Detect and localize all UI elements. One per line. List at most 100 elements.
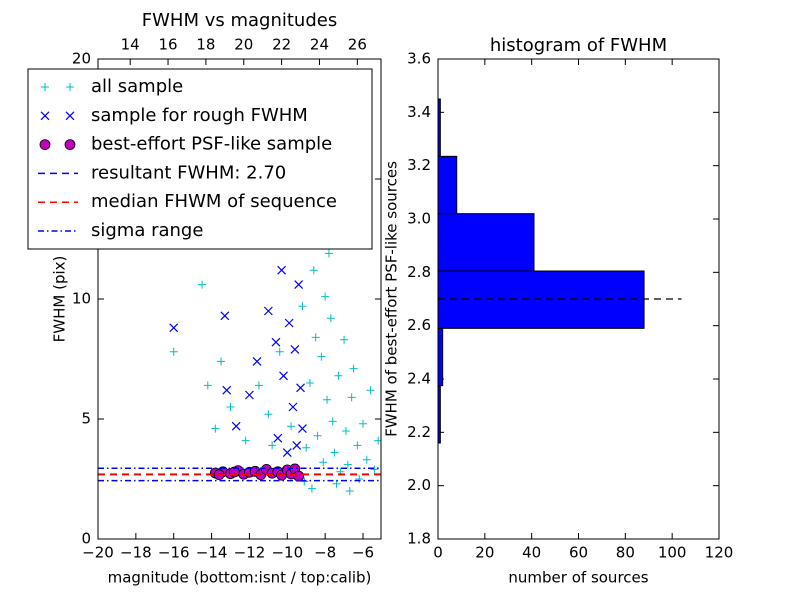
x2-tick-label: 14 [121,36,140,54]
x-marker [271,337,281,347]
plus-marker [268,441,277,450]
plus-marker [366,386,375,395]
plus-marker [362,455,371,464]
plus-marker [323,395,332,404]
y-tick-label: 2.4 [407,370,431,388]
y-axis-label: FWHM (pix) [51,256,69,343]
y-tick-label: 20 [72,50,91,68]
plus-marker [340,335,349,344]
x-tick-label: −12 [234,544,266,562]
plus-marker [353,441,362,450]
x-marker [294,280,304,290]
x-marker [277,265,287,275]
x-tick-label: −8 [314,544,336,562]
x-tick-label: 120 [705,544,734,562]
x-tick-label: −6 [352,544,374,562]
plus-marker [226,403,235,411]
x-marker [298,424,307,434]
axes-frame [437,58,720,540]
y-tick-label: 2.2 [407,423,431,441]
plus-marker [198,280,207,289]
y-tick-label: 1.8 [407,530,431,548]
x-marker [222,385,232,395]
y-tick-label: 2.8 [407,263,431,281]
x-marker [296,383,305,393]
legend-label: sample for rough FWHM [91,105,308,126]
x-marker [279,371,288,381]
x-marker [169,323,179,333]
plus-marker [311,333,320,342]
x-tick-label: 0 [433,544,443,562]
x-marker [263,306,273,316]
legend-box [27,68,373,250]
plus-marker [307,484,316,493]
x-marker [288,402,298,412]
x-tick-label: −14 [196,544,228,562]
y-tick-label: 2.6 [407,316,431,334]
plus-marker [66,83,74,91]
plus-marker [317,352,326,361]
plus-marker [241,436,250,445]
legend-label: resultant FWHM: 2.70 [91,162,286,183]
x-marker [65,111,75,121]
y-tick-label: 3.6 [407,50,431,68]
x-marker [273,433,283,443]
x2-tick-label: 18 [196,36,215,54]
y-tick-label: 10 [72,290,91,308]
plus-marker [313,431,322,440]
plus-marker [343,460,352,469]
circle-marker [293,470,305,482]
circle-marker [64,139,76,151]
plus-marker [275,347,284,356]
plus-marker [347,393,356,402]
x-marker [282,448,292,458]
plus-marker [211,424,220,433]
y-tick-label: 3.4 [407,103,431,121]
x-marker [220,311,230,321]
plus-marker [370,465,379,474]
plus-marker [302,443,311,452]
x2-tick-label: 22 [272,36,291,54]
axes-frame [97,58,382,540]
x-tick-label: −18 [120,544,152,562]
plus-marker [328,417,337,426]
hist-bar [437,213,535,272]
plus-marker [287,422,296,431]
circle-marker [39,139,51,151]
legend-label: all sample [91,76,183,97]
x-marker [40,111,50,121]
x-tick-label: 20 [475,544,494,562]
plus-marker [264,410,273,419]
plus-marker [41,83,49,91]
x-marker [231,421,241,431]
plus-marker [309,266,318,275]
x-tick-label: −20 [82,544,114,562]
plus-marker [324,249,333,258]
x-tick-label: −10 [271,544,303,562]
x-axis-label: magnitude (bottom:isnt / top:calib) [108,569,372,587]
plus-marker [341,427,350,435]
x-axis-label: number of sources [508,569,648,587]
y-axis-label: FWHM of best-effort PSF-like sources [383,161,401,437]
plus-marker [298,302,307,311]
plus-marker [203,381,212,390]
x-tick-label: 60 [569,544,588,562]
plus-marker [319,458,328,467]
y-tick-label: 2.0 [407,476,431,494]
plus-marker [169,347,178,356]
plus-marker [359,419,368,428]
x2-tick-label: 16 [158,36,177,54]
x2-tick-label: 26 [348,36,367,54]
plus-marker [326,314,335,323]
y-tick-label: 5 [81,410,91,428]
chart-title: histogram of FWHM [490,35,667,56]
x-tick-label: 80 [616,544,635,562]
plus-marker [349,364,358,373]
chart-title: FWHM vs magnitudes [142,10,337,31]
hist-bar [437,327,444,387]
plus-marker [355,475,364,483]
plus-marker [306,379,315,387]
plus-marker [334,371,343,380]
x-marker [292,440,302,450]
